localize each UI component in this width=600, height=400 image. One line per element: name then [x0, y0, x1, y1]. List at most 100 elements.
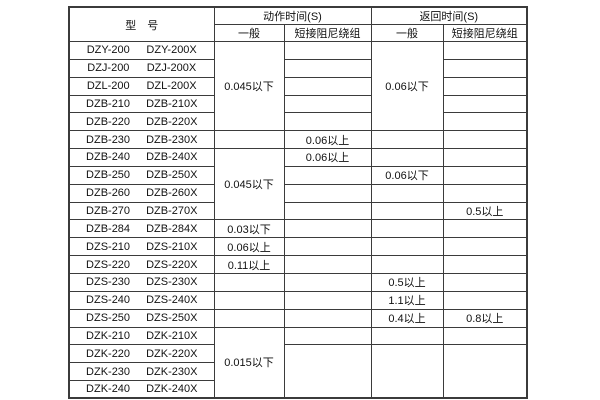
header-return-damping: 短接阻尼绕组	[442, 24, 528, 42]
return-general-cell: 0.5以上	[370, 272, 444, 292]
return-damping-cell	[442, 219, 528, 239]
model-cell: DZB-230 DZB-230X	[68, 130, 215, 150]
return-general-cell	[370, 255, 444, 274]
action-damping-cell	[283, 201, 372, 221]
model-name-x: DZS-240X	[146, 294, 198, 307]
return-damping-cell	[442, 272, 528, 292]
model-pair: DZB-284 DZB-284X	[70, 222, 213, 235]
table-row: DZB-240 DZB-240X 0.045以下 0.06以上	[68, 148, 528, 221]
model-name-x: DZB-220X	[146, 115, 198, 128]
model-cell: DZB-270 DZB-270X	[68, 201, 215, 221]
model-name-x: DZK-220X	[146, 347, 198, 360]
model-name: DZS-240	[86, 294, 131, 307]
model-name: DZB-284	[86, 222, 131, 235]
table-row: DZS-240 DZS-240X 1.1以上	[68, 290, 528, 310]
model-cell: DZJ-200 DZJ-200X	[68, 58, 215, 78]
model-cell: DZS-220 DZS-220X	[68, 255, 215, 274]
model-cell: DZY-200 DZY-200X	[68, 41, 215, 60]
model-pair: DZB-210 DZB-210X	[70, 97, 213, 110]
model-name-x: DZK-230X	[146, 365, 198, 378]
return-damping-cell	[442, 326, 528, 346]
model-name: DZB-210	[86, 97, 131, 110]
model-name-x: DZB-250X	[146, 169, 198, 182]
model-cell: DZS-230 DZS-230X	[68, 272, 215, 292]
table-row: DZB-220 DZB-220X	[68, 112, 528, 132]
model-name-x: DZS-220X	[146, 258, 198, 271]
return-damping-cell	[442, 148, 528, 167]
return-general-cell	[370, 344, 444, 399]
action-general-cell	[213, 308, 285, 328]
model-name: DZY-200	[86, 44, 130, 57]
model-cell: DZS-210 DZS-210X	[68, 237, 215, 257]
model-name-x: DZK-240X	[146, 383, 198, 396]
action-general-cell: 0.015以下	[213, 326, 285, 399]
model-name: DZK-210	[86, 329, 131, 342]
return-damping-cell	[442, 76, 528, 96]
model-cell: DZB-240 DZB-240X	[68, 148, 215, 167]
return-general-cell: 0.06以下	[370, 165, 444, 185]
return-general-cell	[370, 130, 444, 150]
table-row: DZJ-200 DZJ-200X	[68, 58, 528, 78]
action-damping-cell: 0.06以上	[283, 148, 372, 167]
model-name-x: DZJ-200X	[146, 62, 197, 75]
model-name: DZS-220	[86, 258, 131, 271]
return-damping-cell	[442, 112, 528, 132]
return-damping-cell	[442, 255, 528, 274]
model-name: DZS-250	[86, 312, 131, 325]
return-general-cell	[370, 326, 444, 346]
action-general-cell	[213, 290, 285, 310]
model-cell: DZL-200 DZL-200X	[68, 76, 215, 96]
model-cell: DZB-260 DZB-260X	[68, 183, 215, 203]
model-name: DZK-220	[86, 347, 131, 360]
model-name-x: DZS-210X	[146, 240, 198, 253]
action-general-cell	[213, 130, 285, 150]
action-general-cell: 0.06以上	[213, 237, 285, 257]
return-damping-cell: 0.5以上	[442, 201, 528, 221]
return-damping-cell	[442, 290, 528, 310]
model-name: DZL-200	[86, 80, 130, 93]
table-row: DZS-250 DZS-250X 0.4以上 0.8以上	[68, 308, 528, 328]
model-cell: DZB-250 DZB-250X	[68, 165, 215, 185]
return-damping-cell	[442, 344, 528, 399]
model-name: DZB-240	[86, 151, 131, 164]
model-name-x: DZB-270X	[146, 205, 198, 218]
action-damping-cell	[283, 183, 372, 203]
model-name-x: DZB-240X	[146, 151, 198, 164]
table-row: DZB-230 DZB-230X 0.06以上	[68, 130, 528, 150]
action-general-cell: 0.045以下	[213, 148, 285, 221]
model-name-x: DZB-260X	[146, 187, 198, 200]
return-damping-cell	[442, 183, 528, 203]
return-general-cell	[370, 201, 444, 221]
table-header: 型 号 动作时间(S) 返回时间(S) 一般 短接阻尼绕组 一般 短接阻尼绕组	[68, 6, 528, 42]
table-row: DZB-210 DZB-210X	[68, 94, 528, 114]
model-name: DZS-210	[86, 240, 131, 253]
model-name: DZK-230	[86, 365, 131, 378]
action-damping-cell	[283, 41, 372, 60]
action-general-cell: 0.045以下	[213, 40, 285, 132]
model-pair: DZB-260 DZB-260X	[70, 187, 213, 200]
action-damping-cell	[283, 58, 372, 78]
model-name: DZB-250	[86, 169, 131, 182]
model-pair: DZK-220 DZK-220X	[70, 347, 213, 360]
return-damping-cell: 0.8以上	[442, 308, 528, 328]
return-damping-cell	[442, 165, 528, 185]
return-damping-cell	[442, 130, 528, 150]
model-pair: DZS-250 DZS-250X	[70, 312, 213, 325]
model-cell: DZB-220 DZB-220X	[68, 112, 215, 132]
model-name-x: DZS-230X	[146, 276, 198, 289]
action-damping-cell	[283, 94, 372, 114]
table-row: DZL-200 DZL-200X	[68, 76, 528, 96]
model-pair: DZB-270 DZB-270X	[70, 205, 213, 218]
model-pair: DZK-240 DZK-240X	[70, 383, 213, 396]
action-damping-cell	[283, 326, 372, 346]
model-pair: DZS-240 DZS-240X	[70, 294, 213, 307]
action-damping-cell	[283, 272, 372, 292]
model-cell: DZB-210 DZB-210X	[68, 94, 215, 114]
return-damping-cell	[442, 41, 528, 60]
table-row: DZS-210 DZS-210X 0.06以上	[68, 237, 528, 257]
model-pair: DZY-200 DZY-200X	[70, 44, 213, 57]
model-name-x: DZB-230X	[146, 133, 198, 146]
action-damping-cell	[283, 76, 372, 96]
model-pair: DZK-210 DZK-210X	[70, 329, 213, 342]
table-row: DZY-200 DZY-200X 0.045以下 0.06以下	[68, 40, 528, 132]
